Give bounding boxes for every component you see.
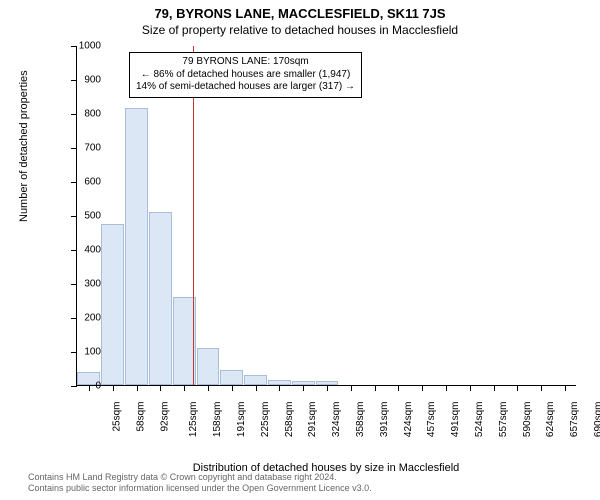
- y-tick-label: 0: [61, 381, 101, 392]
- x-tick-label: 491sqm: [450, 402, 461, 438]
- x-tick: [517, 385, 518, 391]
- x-tick-label: 524sqm: [474, 402, 485, 438]
- y-tick-label: 500: [61, 211, 101, 222]
- x-tick-label: 258sqm: [284, 402, 295, 438]
- x-tick-label: 624sqm: [546, 402, 557, 438]
- footer-line-1: Contains HM Land Registry data © Crown c…: [28, 472, 372, 483]
- x-tick: [137, 385, 138, 391]
- x-tick: [303, 385, 304, 391]
- x-tick: [565, 385, 566, 391]
- x-tick-label: 590sqm: [522, 402, 533, 438]
- y-tick-label: 1000: [61, 41, 101, 52]
- histogram-bar: [101, 224, 124, 385]
- y-tick-label: 600: [61, 177, 101, 188]
- x-tick: [113, 385, 114, 391]
- y-tick-label: 400: [61, 245, 101, 256]
- subtitle: Size of property relative to detached ho…: [0, 23, 600, 37]
- x-tick-label: 324sqm: [331, 402, 342, 438]
- x-tick: [494, 385, 495, 391]
- x-tick: [446, 385, 447, 391]
- x-tick: [327, 385, 328, 391]
- chart-area: Number of detached properties 0100200300…: [46, 46, 581, 416]
- x-tick: [398, 385, 399, 391]
- histogram-bar: [149, 212, 172, 385]
- footer-attribution: Contains HM Land Registry data © Crown c…: [28, 472, 372, 495]
- y-tick-label: 100: [61, 347, 101, 358]
- x-tick-label: 225sqm: [260, 402, 271, 438]
- x-tick-label: 158sqm: [212, 402, 223, 438]
- x-tick: [256, 385, 257, 391]
- y-tick-label: 800: [61, 109, 101, 120]
- x-tick-label: 457sqm: [427, 402, 438, 438]
- x-tick-label: 424sqm: [403, 402, 414, 438]
- x-tick-label: 291sqm: [307, 402, 318, 438]
- x-tick-label: 25sqm: [111, 402, 122, 432]
- x-tick-label: 125sqm: [188, 402, 199, 438]
- y-tick-label: 200: [61, 313, 101, 324]
- x-tick-label: 358sqm: [355, 402, 366, 438]
- x-tick: [184, 385, 185, 391]
- annotation-box: 79 BYRONS LANE: 170sqm ← 86% of detached…: [129, 52, 362, 98]
- x-tick: [422, 385, 423, 391]
- x-tick-label: 391sqm: [379, 402, 390, 438]
- x-tick: [351, 385, 352, 391]
- x-tick-label: 92sqm: [159, 402, 170, 432]
- x-tick-label: 557sqm: [498, 402, 509, 438]
- annot-line-3: 14% of semi-detached houses are larger (…: [136, 81, 355, 94]
- y-tick-label: 900: [61, 75, 101, 86]
- x-tick: [470, 385, 471, 391]
- y-tick-label: 300: [61, 279, 101, 290]
- x-tick: [541, 385, 542, 391]
- address-title: 79, BYRONS LANE, MACCLESFIELD, SK11 7JS: [0, 6, 600, 21]
- y-tick-label: 700: [61, 143, 101, 154]
- plot-region: 0100200300400500600700800900100025sqm58s…: [76, 46, 576, 386]
- title-block: 79, BYRONS LANE, MACCLESFIELD, SK11 7JS …: [0, 0, 600, 37]
- y-axis-label: Number of detached properties: [18, 70, 30, 222]
- histogram-bar: [220, 370, 243, 385]
- x-tick: [279, 385, 280, 391]
- histogram-bar: [244, 375, 267, 385]
- x-tick: [232, 385, 233, 391]
- x-tick: [160, 385, 161, 391]
- annot-line-1: 79 BYRONS LANE: 170sqm: [136, 56, 355, 69]
- x-tick-label: 58sqm: [135, 402, 146, 432]
- annot-line-2: ← 86% of detached houses are smaller (1,…: [136, 69, 355, 82]
- histogram-bar: [125, 108, 148, 385]
- x-tick: [375, 385, 376, 391]
- histogram-bar: [197, 348, 220, 385]
- footer-line-2: Contains public sector information licen…: [28, 483, 372, 494]
- x-tick-label: 690sqm: [593, 402, 600, 438]
- x-tick: [208, 385, 209, 391]
- x-tick: [89, 385, 90, 391]
- x-tick-label: 657sqm: [569, 402, 580, 438]
- x-tick-label: 191sqm: [236, 402, 247, 438]
